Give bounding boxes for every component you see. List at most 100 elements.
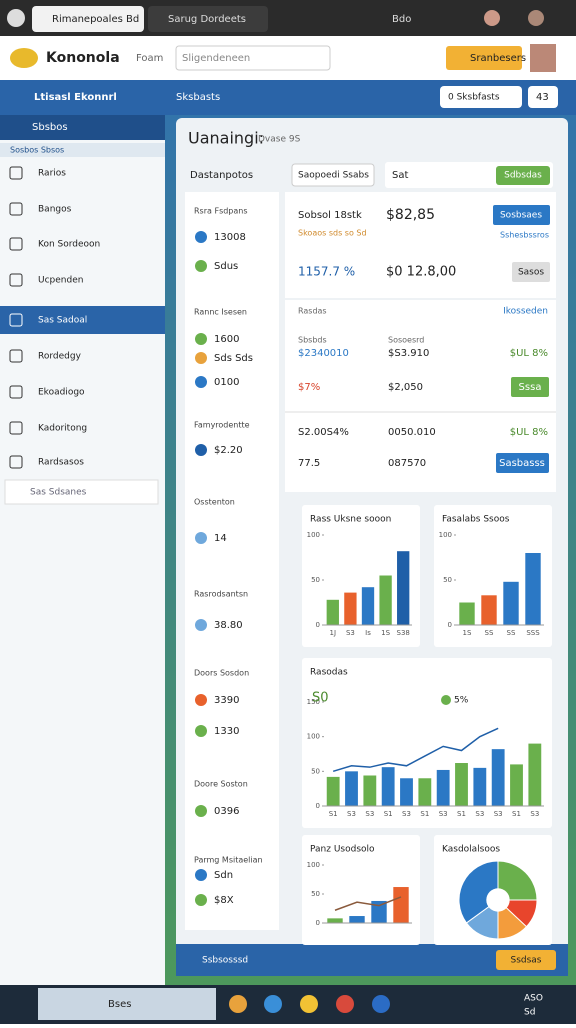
- sidebar-item[interactable]: Kadoritong: [38, 424, 87, 434]
- app-icon[interactable]: [264, 995, 282, 1013]
- sidebar-heading-bar: [0, 115, 165, 140]
- y-tick-label: 100: [439, 531, 452, 539]
- chart-title: Rass Uksne sooon: [310, 515, 391, 525]
- table-button[interactable]: [496, 453, 549, 473]
- item-icon: [9, 166, 23, 180]
- pie-slice: [497, 860, 538, 901]
- x-tick-label: Is: [365, 629, 371, 637]
- dropdown[interactable]: [291, 163, 375, 187]
- button-label: Sssa: [519, 382, 542, 393]
- button-label: Sranbesers: [470, 53, 526, 64]
- main-subtitle: Dvase 9S: [258, 135, 301, 145]
- chart-subtitle: S0: [312, 691, 329, 706]
- sidebar-item[interactable]: Ekoadiogo: [38, 388, 85, 398]
- table-cell: 0050.010: [388, 427, 436, 438]
- stats-column: [185, 192, 279, 930]
- y-tick-label: 0: [316, 802, 320, 810]
- app-icon[interactable]: [336, 995, 354, 1013]
- app-icon[interactable]: [372, 995, 390, 1013]
- header-button[interactable]: [446, 46, 522, 70]
- sidebar-item[interactable]: Bangos: [38, 205, 72, 215]
- nav-menu[interactable]: Sksbasts: [176, 92, 220, 103]
- y-tick-label: 100: [307, 733, 320, 741]
- line-series: [332, 727, 499, 773]
- header-link[interactable]: Foam: [136, 53, 163, 64]
- stats-icon: [195, 352, 207, 364]
- stats-value: Sdus: [214, 261, 238, 272]
- x-tick-label: S3: [365, 810, 374, 818]
- table-cell: $2340010: [298, 348, 349, 359]
- chart-title: Fasalabs Ssoos: [442, 515, 510, 525]
- x-tick-label: S3: [347, 810, 356, 818]
- summary-button[interactable]: [493, 205, 550, 225]
- sidebar-item[interactable]: Kon Sordeoon: [38, 240, 100, 250]
- sidebar-item[interactable]: Rardsasos: [38, 458, 84, 468]
- sidebar-search-text: Sas Sdsanes: [30, 488, 87, 498]
- footer-button[interactable]: [496, 950, 556, 970]
- x-tick-label: S1: [457, 810, 466, 818]
- table-link[interactable]: Ikosseden: [503, 307, 548, 317]
- item-icon: [9, 349, 23, 363]
- table-cell: S2.00S4%: [298, 427, 349, 438]
- table-cell: 087570: [388, 458, 426, 469]
- y-tick-label: 0: [316, 919, 320, 927]
- stats-icon: [195, 805, 207, 817]
- back-button[interactable]: [7, 9, 25, 27]
- counter-button[interactable]: [528, 86, 558, 108]
- item-icon: [9, 273, 23, 287]
- sidebar-item[interactable]: Rordedgy: [38, 352, 82, 362]
- summary-link[interactable]: Sshesbssros: [500, 231, 549, 240]
- y-tick-label: 50: [311, 767, 320, 775]
- logo: [10, 48, 38, 68]
- brand: Kononola: [46, 50, 120, 66]
- x-tick-label: SSS: [526, 629, 540, 637]
- avatar[interactable]: [528, 10, 544, 26]
- summary-action[interactable]: [512, 262, 550, 282]
- bar: [381, 767, 395, 806]
- app-icon[interactable]: [300, 995, 318, 1013]
- stats-icon: [195, 376, 207, 388]
- sidebar-item[interactable]: Rarios: [38, 169, 66, 179]
- sidebar-item[interactable]: Sas Sadoal: [38, 316, 87, 326]
- chart-title: Kasdolalsoos: [442, 845, 500, 855]
- apply-button[interactable]: [496, 166, 550, 185]
- window-controls: Bdo: [392, 14, 411, 25]
- app-icon[interactable]: [229, 995, 247, 1013]
- sidebar-heading: Sbsbos: [32, 122, 68, 133]
- item-icon: [9, 385, 23, 399]
- table-cell: 77.5: [298, 458, 320, 469]
- stats-title: Doors Sosdon: [194, 669, 249, 678]
- x-tick-label: S1: [420, 810, 429, 818]
- nav-button[interactable]: [440, 86, 522, 108]
- taskbar-search-text: Bses: [108, 999, 131, 1010]
- sidebar-section: Sosbos Sbsos: [10, 146, 64, 155]
- bar: [327, 918, 343, 923]
- bar: [459, 602, 475, 625]
- bar: [473, 767, 487, 806]
- bar: [418, 778, 432, 806]
- sidebar-item[interactable]: Ucpenden: [38, 276, 83, 286]
- profile[interactable]: [530, 44, 556, 72]
- stats-title: Parmg Msitaelian: [194, 856, 263, 865]
- stats-title: Rannc Isesen: [194, 308, 247, 317]
- y-tick-label: 100: [307, 861, 320, 869]
- table-button[interactable]: [511, 377, 549, 397]
- item-icon: [9, 202, 23, 216]
- nav-title: Ltisasl Ekonnrl: [34, 92, 117, 103]
- x-tick-label: S3: [530, 810, 539, 818]
- search-box[interactable]: [175, 45, 331, 71]
- sidebar-search[interactable]: [4, 479, 159, 505]
- main-title: Uanaingi:: [188, 129, 264, 148]
- y-tick-label: 150: [307, 698, 320, 706]
- tab[interactable]: [32, 6, 144, 32]
- taskbar-search[interactable]: [38, 988, 216, 1020]
- bar: [326, 599, 339, 625]
- x-tick-label: S3: [475, 810, 484, 818]
- tab[interactable]: [148, 6, 268, 32]
- x-tick-label: 1S: [381, 629, 390, 637]
- x-tick-label: S38: [397, 629, 410, 637]
- table-cell: Sbsbds: [298, 336, 327, 345]
- table-cell: Sosoesrd: [388, 336, 424, 345]
- avatar[interactable]: [484, 10, 500, 26]
- stats-icon: [195, 694, 207, 706]
